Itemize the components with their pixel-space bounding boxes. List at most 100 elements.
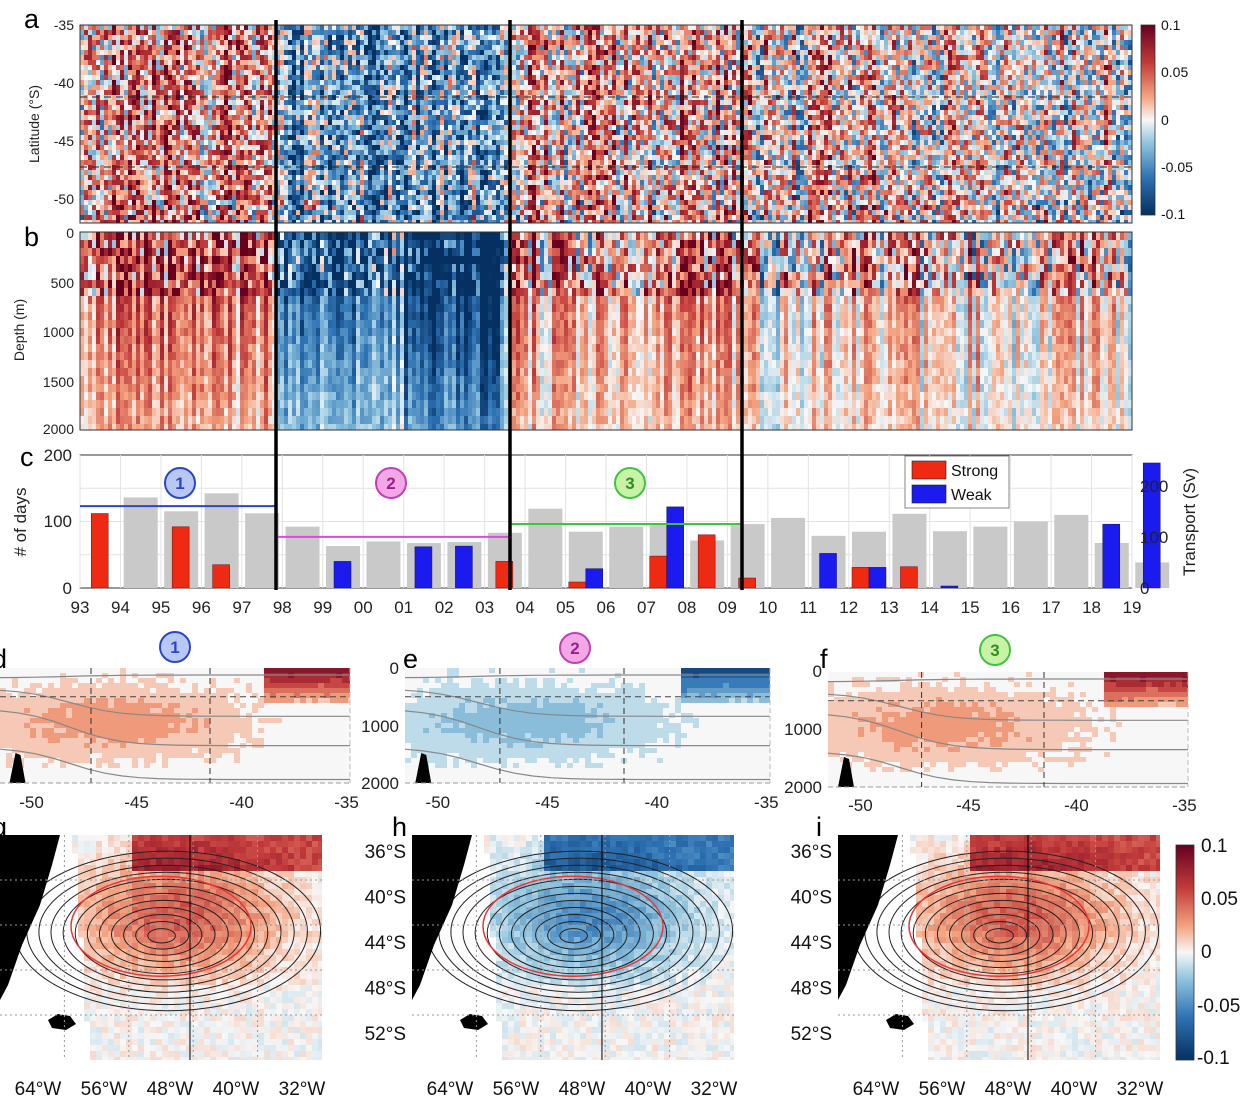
panel-c-y2tick: 0 bbox=[1140, 579, 1149, 598]
panel-c-xtick: 15 bbox=[961, 598, 980, 617]
panel-c-xtick: 08 bbox=[677, 598, 696, 617]
panel-a-heatmap: -35 -40 -45 -50 Latitude (°S) bbox=[26, 17, 1133, 224]
panel-c-xtick: 07 bbox=[637, 598, 656, 617]
strong-bar bbox=[568, 581, 587, 589]
map-xtick: 40°W bbox=[213, 1079, 260, 1100]
strong-bar bbox=[738, 577, 756, 589]
legend-strong-swatch bbox=[911, 460, 947, 480]
panel-i-map bbox=[838, 835, 1160, 1060]
period-badge-3: 3 bbox=[614, 467, 646, 499]
section-xtick: -45 bbox=[956, 796, 981, 815]
panel-b-ytick: 2000 bbox=[43, 421, 74, 437]
map-ytick: 48°S bbox=[365, 979, 406, 1000]
panel-c-xtick: 18 bbox=[1082, 598, 1101, 617]
panel-c-xtick: 10 bbox=[758, 598, 777, 617]
panel-c-xtick: 06 bbox=[597, 598, 616, 617]
strong-bar bbox=[171, 526, 190, 589]
panel-c-y2label: Transport (Sv) bbox=[1180, 468, 1199, 576]
colorbar-bottom-tick: 0.05 bbox=[1201, 889, 1238, 910]
map-xtick: 56°W bbox=[81, 1079, 128, 1100]
map-xtick: 48°W bbox=[147, 1079, 194, 1100]
weak-bar bbox=[1102, 523, 1121, 589]
panel-label-b: b bbox=[24, 222, 39, 252]
panel-c-xtick: 09 bbox=[718, 598, 737, 617]
colorbar-top-tick: 0 bbox=[1161, 112, 1169, 128]
panel-e-section: 0 1000 2000 bbox=[361, 659, 771, 793]
weak-bar bbox=[819, 553, 837, 589]
panel-a-ytick: -35 bbox=[54, 17, 74, 33]
colorbar-bottom-tick: 0 bbox=[1201, 942, 1212, 963]
panel-b-ytick: 0 bbox=[66, 225, 74, 241]
panel-a-ytick: -50 bbox=[54, 191, 74, 207]
section-xtick: -45 bbox=[124, 793, 149, 812]
strong-bar bbox=[900, 566, 918, 589]
panel-c-xtick: 16 bbox=[1001, 598, 1020, 617]
panel-c-ytick: 0 bbox=[63, 579, 72, 598]
transport-bar bbox=[973, 526, 1008, 588]
section-xtick: -50 bbox=[426, 793, 451, 812]
colorbar-bottom: 0.1 0.05 0 -0.05 -0.1 bbox=[1175, 836, 1240, 1069]
panel-label-h: h bbox=[392, 812, 407, 842]
map-xtick: 40°W bbox=[625, 1079, 672, 1100]
strong-bar bbox=[212, 564, 230, 589]
section-depth-tick: 1000 bbox=[361, 717, 399, 736]
panel-h-map bbox=[412, 835, 734, 1060]
panel-c-ylabel: # of days bbox=[11, 488, 30, 557]
transport-bar bbox=[771, 517, 806, 588]
panel-label-f: f bbox=[820, 644, 828, 674]
weak-bar bbox=[1142, 462, 1161, 589]
weak-bar bbox=[940, 585, 959, 589]
map-xtick: 32°W bbox=[691, 1079, 738, 1100]
strong-bar bbox=[90, 513, 109, 589]
panel-c-xtick: 17 bbox=[1042, 598, 1061, 617]
map-ytick: 40°S bbox=[365, 888, 406, 909]
legend-strong-label: Strong bbox=[951, 463, 998, 480]
panel-c-xtick: 19 bbox=[1123, 598, 1142, 617]
section-xtick: -40 bbox=[229, 793, 254, 812]
panel-a-ytick: -45 bbox=[54, 133, 74, 149]
panel-c-xtick: 03 bbox=[475, 598, 494, 617]
map-xtick: 56°W bbox=[493, 1079, 540, 1100]
section-badge-3: 3 bbox=[979, 634, 1011, 666]
transport-bar bbox=[932, 531, 967, 588]
transport-bar bbox=[1054, 514, 1089, 588]
colorbar-bottom-tick: 0.1 bbox=[1201, 836, 1227, 857]
section-depth-tick: 2000 bbox=[361, 774, 399, 793]
weak-bar bbox=[333, 561, 352, 589]
panel-c-xtick: 93 bbox=[71, 598, 90, 617]
section-badge-2: 2 bbox=[559, 632, 591, 664]
section-xtick: -45 bbox=[535, 793, 560, 812]
map-ytick: 52°S bbox=[365, 1024, 406, 1045]
transport-bar bbox=[123, 497, 158, 588]
transport-bar bbox=[1013, 521, 1048, 588]
colorbar-top-tick: -0.05 bbox=[1161, 159, 1193, 175]
legend-weak-label: Weak bbox=[951, 487, 993, 504]
panel-c-xtick: 01 bbox=[394, 598, 413, 617]
panel-label-c: c bbox=[20, 442, 34, 472]
panel-c-xtick: 14 bbox=[920, 598, 939, 617]
panel-c-xtick: 00 bbox=[354, 598, 373, 617]
panel-c-xtick: 99 bbox=[313, 598, 332, 617]
weak-bar bbox=[455, 545, 473, 589]
panel-g-map bbox=[0, 835, 322, 1060]
period-badge-1: 1 bbox=[164, 467, 196, 499]
colorbar-top: 0.1 0.05 0 -0.05 -0.1 bbox=[1140, 17, 1193, 222]
weak-bar bbox=[585, 568, 604, 589]
strong-bar bbox=[697, 534, 716, 589]
weak-bar bbox=[414, 546, 433, 589]
map-xtick: 56°W bbox=[919, 1079, 966, 1100]
transport-bar bbox=[609, 526, 644, 588]
panel-b-ytick: 1500 bbox=[43, 374, 74, 390]
panel-c-legend: Strong Weak bbox=[904, 455, 1010, 509]
panel-b-ylabel: Depth (m) bbox=[11, 299, 27, 361]
weak-bar bbox=[868, 567, 887, 589]
panel-c-ytick: 100 bbox=[44, 512, 72, 531]
strong-bar bbox=[851, 567, 870, 589]
panel-c-xtick: 94 bbox=[111, 598, 130, 617]
panel-label-e: e bbox=[403, 644, 418, 674]
colorbar-top-tick: 0.05 bbox=[1161, 64, 1188, 80]
weak-bar bbox=[666, 506, 684, 589]
strong-bar bbox=[649, 555, 667, 589]
map-xtick: 64°W bbox=[853, 1079, 900, 1100]
